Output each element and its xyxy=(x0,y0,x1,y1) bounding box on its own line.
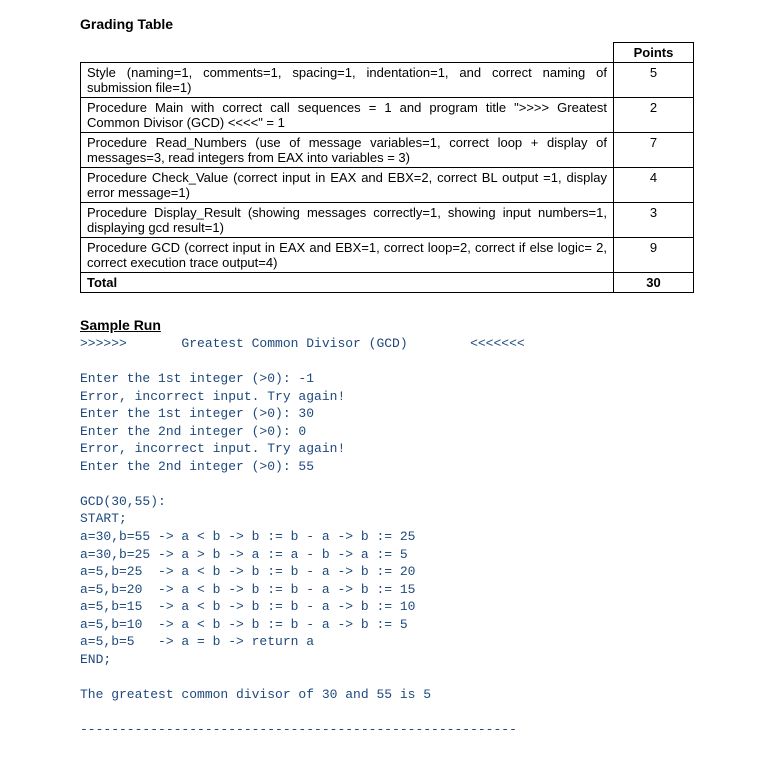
row-points: 5 xyxy=(614,63,694,98)
row-points: 3 xyxy=(614,203,694,238)
row-points: 7 xyxy=(614,133,694,168)
row-points: 9 xyxy=(614,238,694,273)
table-row: Procedure Main with correct call sequenc… xyxy=(81,98,694,133)
header-points-cell: Points xyxy=(614,43,694,63)
row-desc: Procedure Read_Numbers (use of message v… xyxy=(81,133,614,168)
row-desc: Procedure Main with correct call sequenc… xyxy=(81,98,614,133)
grading-table-heading: Grading Table xyxy=(80,16,694,32)
row-points: 2 xyxy=(614,98,694,133)
table-row: Procedure Check_Value (correct input in … xyxy=(81,168,694,203)
table-row: Procedure Read_Numbers (use of message v… xyxy=(81,133,694,168)
row-desc: Procedure Display_Result (showing messag… xyxy=(81,203,614,238)
sample-run-output: >>>>>> Greatest Common Divisor (GCD) <<<… xyxy=(80,335,694,739)
grading-table: Points Style (naming=1, comments=1, spac… xyxy=(80,42,694,293)
table-row: Procedure GCD (correct input in EAX and … xyxy=(81,238,694,273)
table-total-row: Total 30 xyxy=(81,273,694,293)
row-desc: Procedure GCD (correct input in EAX and … xyxy=(81,238,614,273)
total-label: Total xyxy=(81,273,614,293)
row-points: 4 xyxy=(614,168,694,203)
row-desc: Style (naming=1, comments=1, spacing=1, … xyxy=(81,63,614,98)
sample-run-heading: Sample Run xyxy=(80,317,694,333)
header-desc-cell xyxy=(81,43,614,63)
table-row: Procedure Display_Result (showing messag… xyxy=(81,203,694,238)
table-header-row: Points xyxy=(81,43,694,63)
row-desc: Procedure Check_Value (correct input in … xyxy=(81,168,614,203)
total-points: 30 xyxy=(614,273,694,293)
table-row: Style (naming=1, comments=1, spacing=1, … xyxy=(81,63,694,98)
